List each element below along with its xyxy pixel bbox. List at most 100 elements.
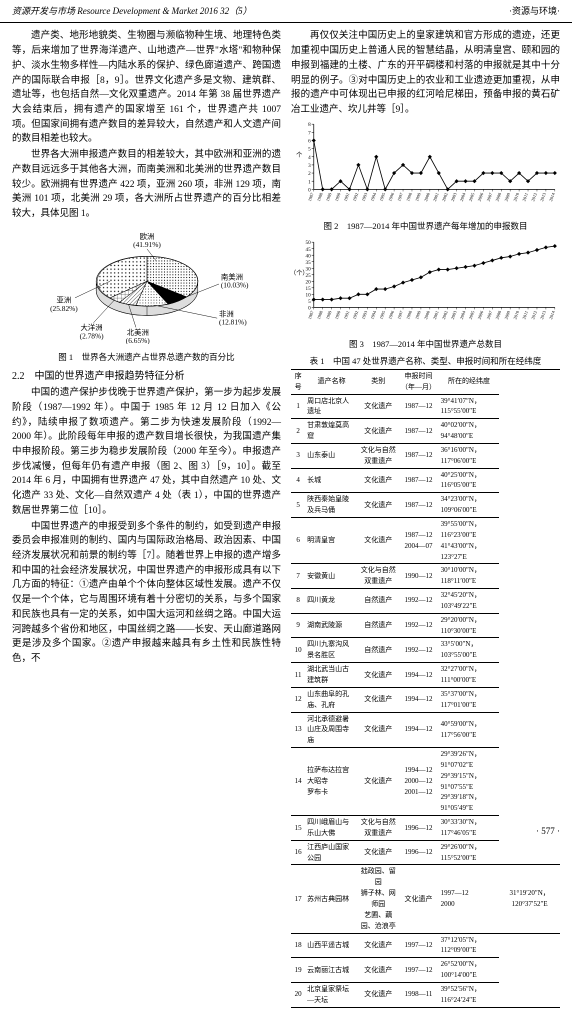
- svg-text:1993: 1993: [361, 192, 369, 202]
- table-cell: 文化遗产: [358, 493, 398, 518]
- table-cell: 40°02′00″N，94°48′00″E: [439, 419, 500, 444]
- svg-text:1993: 1993: [361, 310, 369, 320]
- table-cell: 1990—12: [398, 564, 438, 589]
- table-cell: 1987—12: [398, 419, 438, 444]
- svg-text:(25.82%): (25.82%): [50, 304, 78, 313]
- right-column: 再仅仅关注中国历史上的皇家建筑和官方形成的遗迹，还更加重视中国历史上普通人民的智…: [291, 29, 560, 1007]
- table-cell: 文化遗产: [358, 687, 398, 712]
- svg-text:（个）: （个）: [291, 269, 309, 276]
- table-header: 所在的经纬度: [439, 369, 500, 394]
- table-cell: 文化遗产: [358, 982, 398, 1007]
- table-row: 19云南丽江古城文化遗产1997—1226°52′00″N，100°14′00″…: [291, 958, 560, 983]
- table-row: 1周口店北京人遗址文化遗产1987—1239°41′07″N，115°55′00…: [291, 394, 560, 419]
- table-cell: 文化遗产: [358, 518, 398, 564]
- svg-text:5: 5: [308, 299, 311, 305]
- svg-text:1994: 1994: [370, 309, 378, 320]
- table-cell: 18: [291, 933, 305, 958]
- table-cell: 文化遗产: [398, 865, 438, 933]
- table-cell: 1992—12: [398, 638, 438, 663]
- table-cell: 19: [291, 958, 305, 983]
- svg-text:2013: 2013: [539, 192, 547, 202]
- svg-text:2009: 2009: [503, 192, 511, 202]
- fig2-caption: 图 2 1987—2014 年中国世界遗产每年增加的申报数目: [291, 220, 560, 233]
- table-cell: 自然遗产: [358, 638, 398, 663]
- table-header: 类别: [358, 369, 398, 394]
- table-cell: 湖南武陵源: [305, 613, 358, 638]
- left-column: 遗产类、地形地貌类、生物圈与濒临物种生境、地理特色类等，后来增加了世界海洋遗产、…: [12, 29, 281, 1007]
- table-cell: 湖北武当山古建筑群: [305, 663, 358, 688]
- table-cell: 10: [291, 638, 305, 663]
- table-cell: 四川峨眉山与乐山大佛: [305, 816, 358, 841]
- table-cell: 14: [291, 748, 305, 816]
- table-cell: 40°25′00″N，116°05′00″E: [439, 468, 500, 493]
- table-cell: 40°59′00″N，117°56′00″E: [439, 712, 500, 748]
- table-cell: 拉萨布达拉宫 大昭寺 罗布卡: [305, 748, 358, 816]
- body-text: 世界各大洲申报遗产数目的相差较大，其中欧洲和亚洲的遗产数目远远多于其他各大洲，而…: [12, 148, 281, 222]
- svg-text:2009: 2009: [503, 310, 511, 320]
- table-cell: 33°5′00″N，103°55′00″E: [439, 638, 500, 663]
- table-cell: 四川黄龙: [305, 589, 358, 614]
- table-cell: 8: [291, 589, 305, 614]
- table-cell: 文化遗产: [358, 840, 398, 865]
- table-cell: 文化遗产: [358, 712, 398, 748]
- svg-text:1995: 1995: [378, 310, 386, 320]
- table-cell: 自然遗产: [358, 613, 398, 638]
- table-1: 序号遗产名称类别申报时间（年—月）所在的经纬度 1周口店北京人遗址文化遗产198…: [291, 369, 560, 1008]
- table-cell: 9: [291, 613, 305, 638]
- table-cell: 29°20′00″N，110°30′00″E: [439, 613, 500, 638]
- table-cell: 1997—12: [398, 958, 438, 983]
- table-cell: 2: [291, 419, 305, 444]
- svg-text:2006: 2006: [477, 309, 485, 320]
- table-header: 申报时间（年—月）: [398, 369, 438, 394]
- table-row: 12山东曲阜的孔庙、孔府文化遗产1994—1235°37′00″N，117°01…: [291, 687, 560, 712]
- svg-text:3: 3: [308, 163, 311, 169]
- table-cell: 6: [291, 518, 305, 564]
- page-number: · 577 ·: [536, 824, 560, 838]
- table-cell: 31°19′20″N，120°37′52″E: [499, 865, 560, 933]
- table-cell: 1997—12: [398, 933, 438, 958]
- table-cell: 文化遗产: [358, 748, 398, 816]
- table-cell: 陕西秦始皇陵及兵马俑: [305, 493, 358, 518]
- svg-text:2006: 2006: [477, 191, 485, 202]
- table-cell: 30°10′00″N，118°11′00″E: [439, 564, 500, 589]
- table-cell: 1994—12: [398, 663, 438, 688]
- table-cell: 36°16′00″N，117°06′00″E: [439, 443, 500, 468]
- svg-text:(6.65%): (6.65%): [125, 336, 150, 344]
- table-row: 3山东泰山文化与自然双重遗产1987—1236°16′00″N，117°06′0…: [291, 443, 560, 468]
- table-cell: 文化遗产: [358, 394, 398, 419]
- svg-text:1995: 1995: [378, 192, 386, 202]
- svg-text:2012: 2012: [530, 192, 538, 202]
- table-cell: 甘肃敦煌莫高窟: [305, 419, 358, 444]
- svg-text:2012: 2012: [530, 310, 538, 320]
- table-cell: 30°33′30″N，117°46′05″E: [439, 816, 500, 841]
- section-name: ·资源与环境·: [509, 4, 560, 18]
- svg-text:(12.81%): (12.81%): [219, 317, 247, 326]
- svg-text:1: 1: [308, 179, 311, 185]
- table-row: 7安徽黄山文化与自然双重遗产1990—1230°10′00″N，118°11′0…: [291, 564, 560, 589]
- table-header: 遗产名称: [305, 369, 358, 394]
- table-cell: 文化遗产: [358, 958, 398, 983]
- table-cell: 1: [291, 394, 305, 419]
- svg-text:2005: 2005: [468, 310, 476, 320]
- svg-text:2014: 2014: [548, 191, 556, 202]
- table-cell: 文化遗产: [358, 663, 398, 688]
- table-cell: 山西平遥古城: [305, 933, 358, 958]
- table-cell: 自然遗产: [358, 589, 398, 614]
- table-cell: 北京皇家祭坛—天坛: [305, 982, 358, 1007]
- table-cell: 1994—12 2000—12 2001—12: [398, 748, 438, 816]
- svg-text:1990: 1990: [334, 192, 342, 202]
- table-cell: 32°45′20″N，103°49′22″E: [439, 589, 500, 614]
- svg-text:2011: 2011: [521, 192, 529, 202]
- svg-text:2003: 2003: [450, 192, 458, 202]
- figure-2-chart: 0123456781987198819891990199119921993199…: [291, 119, 560, 212]
- table-cell: 26°52′00″N，100°14′00″E: [439, 958, 500, 983]
- body-text: 中国世界遗产的申报受到多个条件的制约，如受到遗产申报委员会申报准则的制约、国内与…: [12, 520, 281, 667]
- table-cell: 1987—12: [398, 394, 438, 419]
- table-cell: 1992—12: [398, 613, 438, 638]
- table1-caption: 表 1 中国 47 处世界遗产名称、类型、申报时间和所在经纬度: [291, 355, 560, 368]
- table-cell: 12: [291, 687, 305, 712]
- svg-text:1999: 1999: [414, 310, 422, 320]
- table-cell: 1987—12 2004—07: [398, 518, 438, 564]
- table-cell: 文化与自然双重遗产: [358, 564, 398, 589]
- svg-text:1991: 1991: [343, 192, 351, 202]
